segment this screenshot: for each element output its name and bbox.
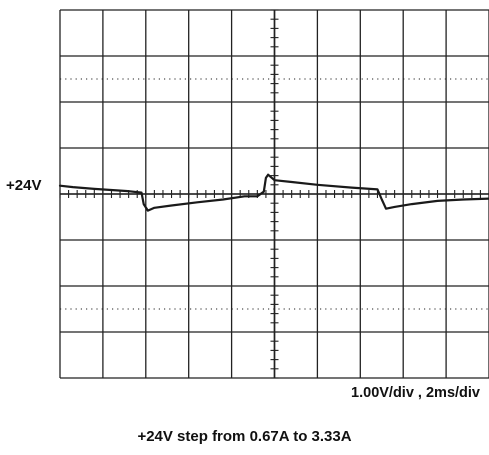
- oscilloscope-plot: [58, 9, 489, 379]
- reference-level-label: +24V: [6, 177, 42, 194]
- waveform-trace: [58, 173, 489, 212]
- chart-caption: +24V step from 0.67A to 3.33A: [137, 428, 352, 445]
- graticule-ticks: [59, 9, 489, 379]
- scale-label: 1.00V/div , 2ms/div: [351, 385, 480, 401]
